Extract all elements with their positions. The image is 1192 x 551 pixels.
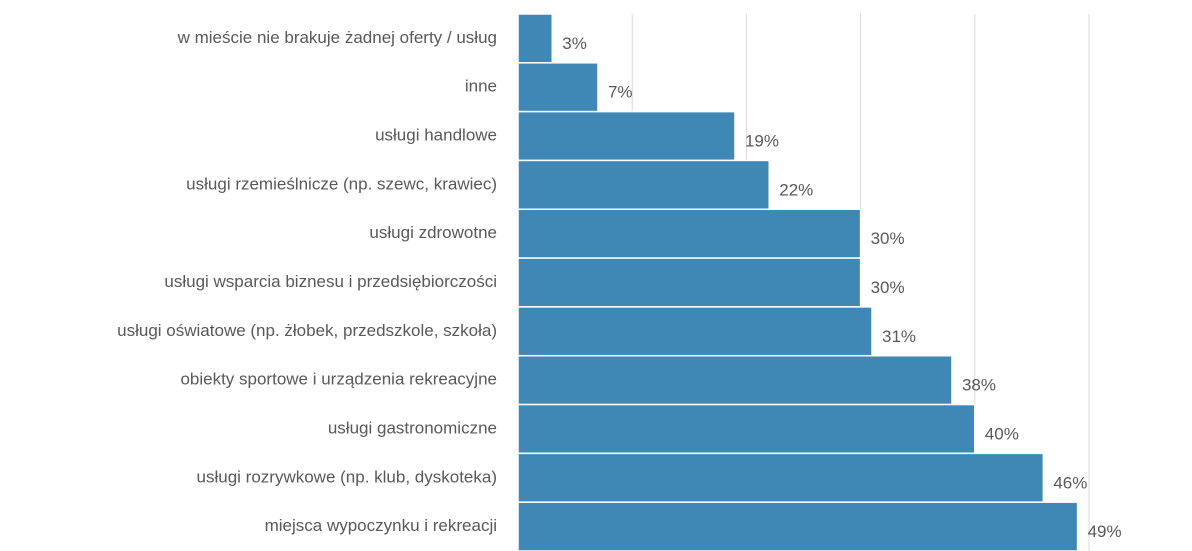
category-label: usługi zdrowotne [369,223,497,242]
category-label: usługi oświatowe (np. żłobek, przedszkol… [117,321,497,340]
value-label: 30% [871,278,905,297]
category-label: miejsca wypoczynku i rekreacji [265,516,497,535]
value-label: 7% [608,83,633,102]
bar [517,110,736,162]
value-label: 3% [562,34,587,53]
value-label: 30% [871,229,905,248]
category-label: usługi gastronomiczne [328,418,497,437]
bar [517,306,873,357]
bar [517,452,1045,503]
category-label: usługi wsparcia biznesu i przedsiębiorcz… [164,272,497,291]
category-label: usługi handlowe [375,126,497,145]
bar [517,501,1079,551]
value-label: 49% [1088,522,1122,541]
value-label: 46% [1053,473,1087,492]
bar [517,354,953,406]
bar [517,159,770,211]
category-label: usługi rozrywkowe (np. klub, dyskoteka) [197,467,497,486]
category-label: inne [465,77,497,96]
category-label: usługi rzemieślnicze (np. szewc, krawiec… [186,174,497,193]
bar [517,257,862,308]
value-label: 19% [745,132,779,151]
value-label: 31% [882,327,916,346]
category-label: w mieście nie brakuje żadnej oferty / us… [177,28,497,47]
bar [517,208,862,259]
bar [517,13,554,64]
value-label: 22% [779,180,813,199]
category-label: obiekty sportowe i urządzenia rekreacyjn… [180,370,497,389]
value-label: 40% [985,424,1019,443]
value-label: 38% [962,376,996,395]
bar [517,403,976,455]
bar [517,62,599,113]
